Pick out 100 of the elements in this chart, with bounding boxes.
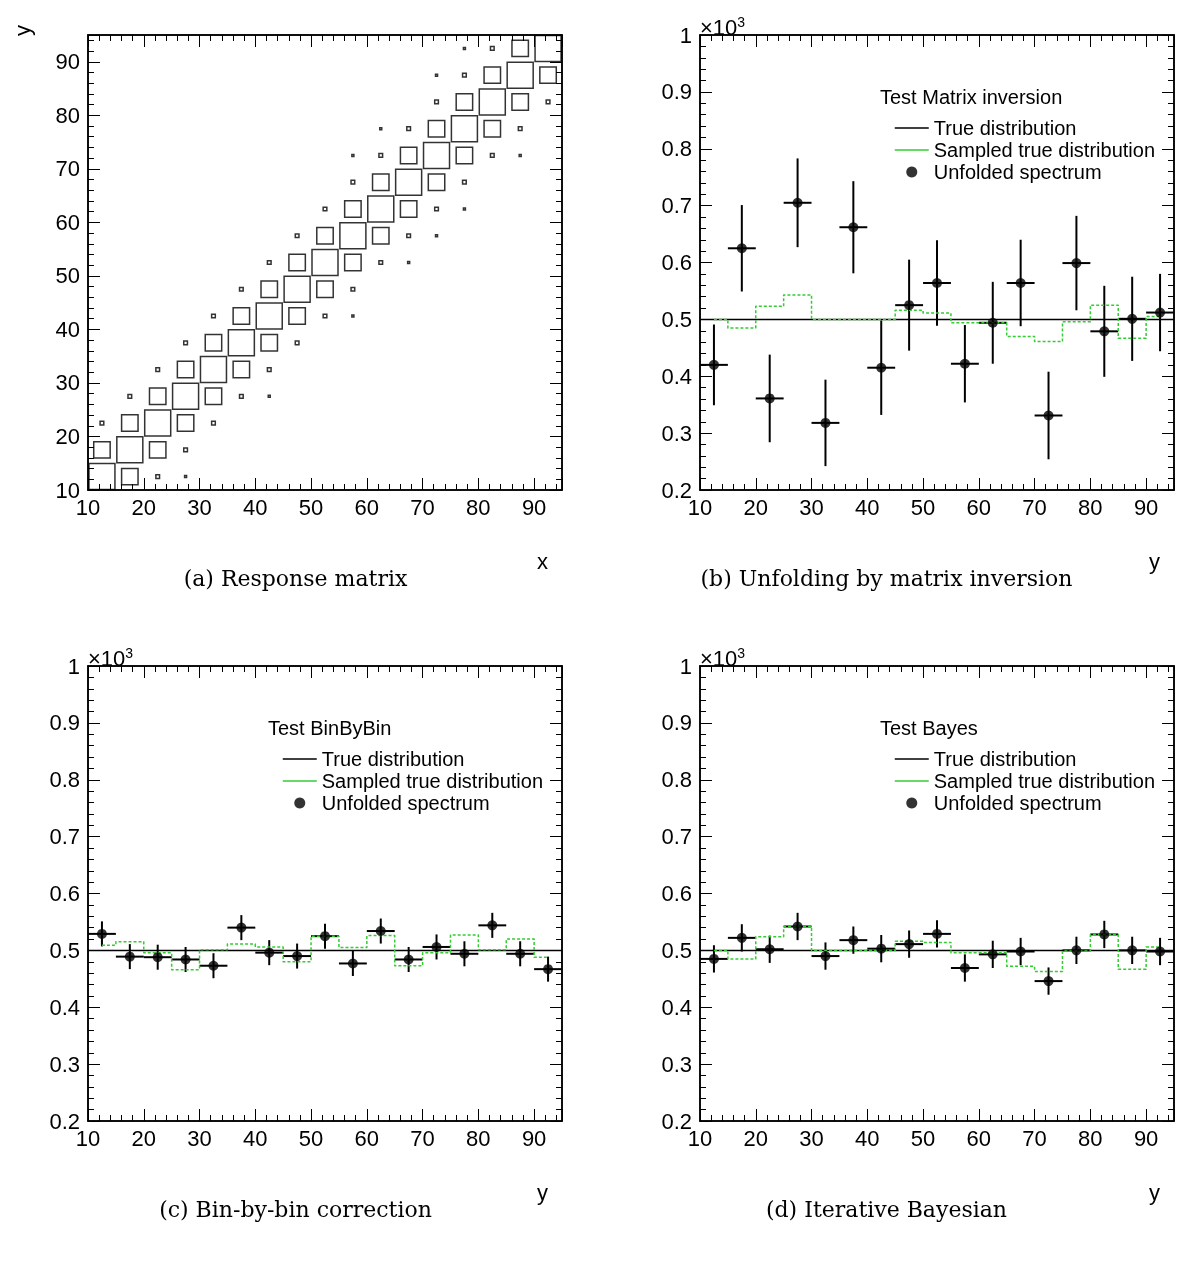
x-tick-label: 60 [354,494,380,520]
point [792,197,803,208]
point [1071,258,1082,269]
point [1099,929,1110,940]
y-tick-label: 0.4 [661,994,692,1020]
y-tick-label: 0.9 [661,710,692,736]
x-tick-label: 10 [75,1125,101,1151]
x-tick-label: 30 [799,494,824,520]
x-tick-label: 50 [298,1125,324,1151]
point [932,928,942,939]
point [375,926,386,937]
y-tick-label: 0.3 [49,1051,80,1077]
legend-title: Test Bayes [880,717,978,739]
x-tick-label: 70 [1022,1125,1047,1151]
y-tick-label: 1 [679,653,692,679]
x-tick-label: 80 [1078,494,1103,520]
point [959,358,970,369]
y-tick-label: 0.9 [661,79,692,105]
legend-title: Test Matrix inversion [880,86,1063,108]
text: (b) Unfolding by matrix inversion [700,565,1073,591]
x-axis-title: y [537,1179,548,1205]
point [1071,945,1082,956]
y-tick-label: 0.4 [661,363,692,389]
x-tick-label: 60 [354,1125,380,1151]
point [208,960,219,971]
point [904,939,915,950]
point [736,243,747,254]
point [459,948,470,959]
point [1155,307,1166,318]
point [708,953,719,964]
y-tick-label: 0.9 [49,710,80,736]
x-tick-label: 30 [187,1125,212,1151]
point [848,935,859,946]
x-tick-label: 90 [1133,1125,1159,1151]
legend-label: Sampled true distribution [933,770,1155,792]
point [1015,277,1026,288]
x-tick-label: 20 [743,1125,769,1151]
y-tick-label: 1 [679,22,692,48]
x-tick-label: 40 [243,1125,268,1151]
x-axis-title: y [1149,548,1160,574]
y-tick-label: 0.3 [661,420,692,446]
point [848,222,859,233]
y-tick-label: 0.7 [49,824,80,850]
point [320,931,330,942]
x-tick-label: 70 [1022,494,1047,520]
x-tick-label: 90 [521,494,547,520]
text: (c) Bin-by-bin correction [159,1196,432,1222]
y-tick-label: 0.8 [661,767,692,793]
point [1155,946,1166,957]
x-tick-label: 60 [966,1125,992,1151]
point [124,951,135,962]
y-tick-label: 20 [55,423,80,449]
y-tick-label: 0.6 [661,250,692,275]
point [736,932,747,943]
y-tick-label: 0.5 [661,937,692,963]
y-tick-label: 70 [55,156,80,182]
x-tick-label: 70 [410,1125,435,1151]
point [764,393,775,404]
legend-label: True distribution [321,748,465,770]
x-tick-label: 70 [410,494,435,520]
point [1043,976,1054,987]
x-tick-label: 50 [910,1125,936,1151]
x-tick-label: 20 [743,494,769,520]
legend-label: True distribution [933,117,1077,139]
y-tick-label: 0.6 [661,881,692,906]
x-tick-label: 90 [1133,494,1159,520]
x-axis-title: x [537,548,548,574]
point [987,949,998,960]
legend-label: Sampled true distribution [933,139,1155,161]
x-axis-title: y [1149,1179,1160,1205]
point [764,944,775,955]
text: (a) Response matrix [183,565,408,591]
point [1127,945,1138,956]
y-tick-label: 0.8 [49,767,80,793]
point [1015,946,1026,957]
point [904,300,915,311]
legend-title: Test BinByBin [268,717,392,739]
point [152,952,163,963]
point [431,941,442,952]
y-axis-title: y [9,25,35,36]
point [96,928,107,939]
y-tick-label: 30 [55,370,80,396]
point [1099,326,1110,337]
y-tick-label: 50 [55,263,80,289]
point [403,954,414,965]
x-tick-label: 80 [466,1125,491,1151]
y-tick-label: 0.7 [661,193,692,219]
legend-label: Unfolded spectrum [933,161,1102,183]
y-tick-label: 1 [67,653,80,679]
y-tick-label: 80 [55,102,80,128]
y-tick-label: 0.5 [49,937,80,963]
y-tick-label: 0.6 [49,881,80,906]
point [236,922,247,933]
x-tick-label: 40 [243,494,268,520]
x-tick-label: 80 [466,494,491,520]
point [515,948,526,959]
x-tick-label: 20 [131,1125,157,1151]
x-tick-label: 80 [1078,1125,1103,1151]
x-tick-label: 30 [799,1125,824,1151]
point [1127,313,1138,324]
